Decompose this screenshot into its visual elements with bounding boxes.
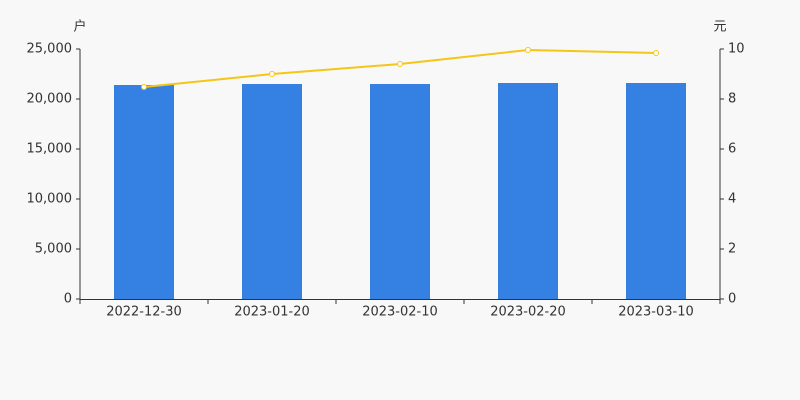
bar xyxy=(114,85,174,299)
y-tick-label: 10,000 xyxy=(27,192,73,207)
y-tick-label: 20,000 xyxy=(27,92,73,107)
y2-unit: 元 xyxy=(713,20,726,35)
y2-tick-label: 0 xyxy=(728,292,736,307)
y2-tick-label: 6 xyxy=(728,142,736,157)
bar xyxy=(370,84,430,299)
line-point xyxy=(397,61,403,67)
bar xyxy=(242,84,302,299)
y2-tick-label: 2 xyxy=(728,242,736,257)
line-point xyxy=(269,71,275,77)
line-point xyxy=(653,50,659,56)
bar xyxy=(626,83,686,299)
x-tick-label: 2023-02-20 xyxy=(490,305,566,320)
y2-tick-label: 4 xyxy=(728,192,736,207)
y2-tick-label: 8 xyxy=(728,92,736,107)
line-point xyxy=(525,47,531,53)
x-tick-label: 2023-01-20 xyxy=(234,305,310,320)
x-tick-label: 2022-12-30 xyxy=(106,305,182,320)
x-tick-label: 2023-03-10 xyxy=(618,305,694,320)
x-tick-label: 2023-02-10 xyxy=(362,305,438,320)
y-tick-label: 15,000 xyxy=(27,142,73,157)
line-point xyxy=(141,84,147,90)
bar xyxy=(498,83,558,299)
y-tick-label: 0 xyxy=(64,292,72,307)
y-unit: 户 xyxy=(73,19,86,35)
y-tick-label: 5,000 xyxy=(35,242,72,257)
y-tick-label: 25,000 xyxy=(27,42,73,57)
y2-tick-label: 10 xyxy=(728,42,745,57)
